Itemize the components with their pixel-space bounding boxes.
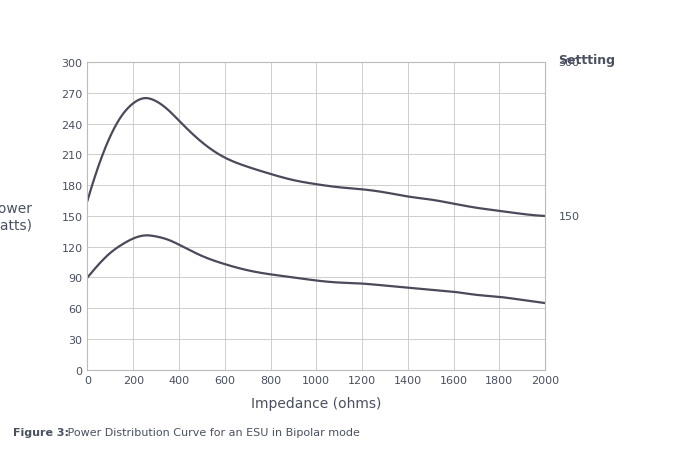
Y-axis label: Power
(watts): Power (watts) [0, 202, 32, 231]
Text: 300: 300 [559, 58, 579, 68]
X-axis label: Impedance (ohms): Impedance (ohms) [251, 396, 382, 410]
Text: 150: 150 [559, 212, 579, 221]
Text: Power Distribution Curve for an ESU in Bipolar mode: Power Distribution Curve for an ESU in B… [64, 428, 360, 437]
Text: Settting: Settting [559, 54, 616, 67]
Text: Figure 3:: Figure 3: [13, 428, 69, 437]
